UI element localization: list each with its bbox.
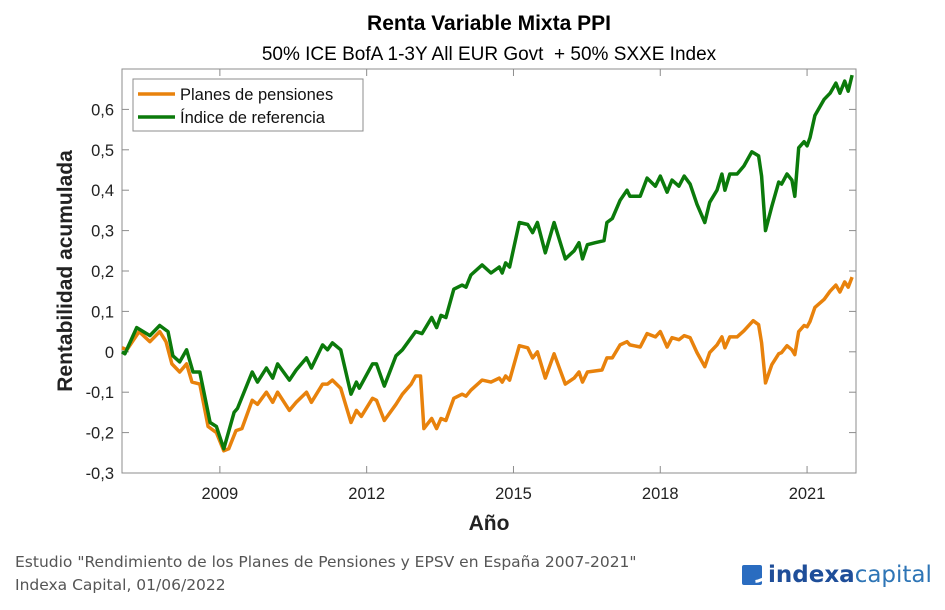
logo-text-capital: capital [854, 562, 932, 588]
x-tick-label: 2012 [348, 485, 385, 503]
y-tick-label: -0,3 [86, 465, 114, 483]
y-tick-label: 0,4 [91, 182, 114, 200]
series-line-planes-de-pensiones [121, 276, 854, 453]
legend-label-indice: Índice de referencia [180, 108, 326, 127]
y-tick-label: 0,6 [91, 101, 114, 119]
chart-subtitle: 50% ICE BofA 1-3Y All EUR Govt + 50% SXX… [262, 44, 717, 65]
y-tick-label: 0,5 [91, 142, 114, 160]
logo-mark-icon [742, 565, 762, 585]
x-tick-label: 2021 [789, 485, 826, 503]
y-tick-label: -0,1 [86, 384, 114, 402]
footer-source: Indexa Capital, 01/06/2022 [15, 576, 226, 594]
y-axis-label: Rentabilidad acumulada [54, 150, 77, 392]
x-tick-label: 2018 [642, 485, 679, 503]
y-tick-label: 0,2 [91, 263, 114, 281]
y-tick-label: -0,2 [86, 425, 114, 443]
x-tick-label: 2009 [202, 485, 239, 503]
legend-label-planes: Planes de pensiones [180, 86, 333, 104]
legend: Planes de pensiones Índice de referencia [132, 78, 364, 132]
y-tick-label: 0,1 [91, 303, 114, 321]
footer-study: Estudio "Rendimiento de los Planes de Pe… [15, 553, 637, 571]
y-tick-label: 0,3 [91, 223, 114, 241]
legend-box [132, 78, 364, 132]
indexa-capital-logo: indexa capital [742, 562, 932, 588]
series-line-indice-de-referencia [121, 74, 854, 451]
x-axis-label: Año [469, 512, 510, 535]
chart-title: Renta Variable Mixta PPI [367, 12, 611, 35]
y-tick-label: 0 [105, 344, 114, 362]
logo-text-indexa: indexa [768, 562, 855, 588]
x-tick-label: 2015 [495, 485, 532, 503]
